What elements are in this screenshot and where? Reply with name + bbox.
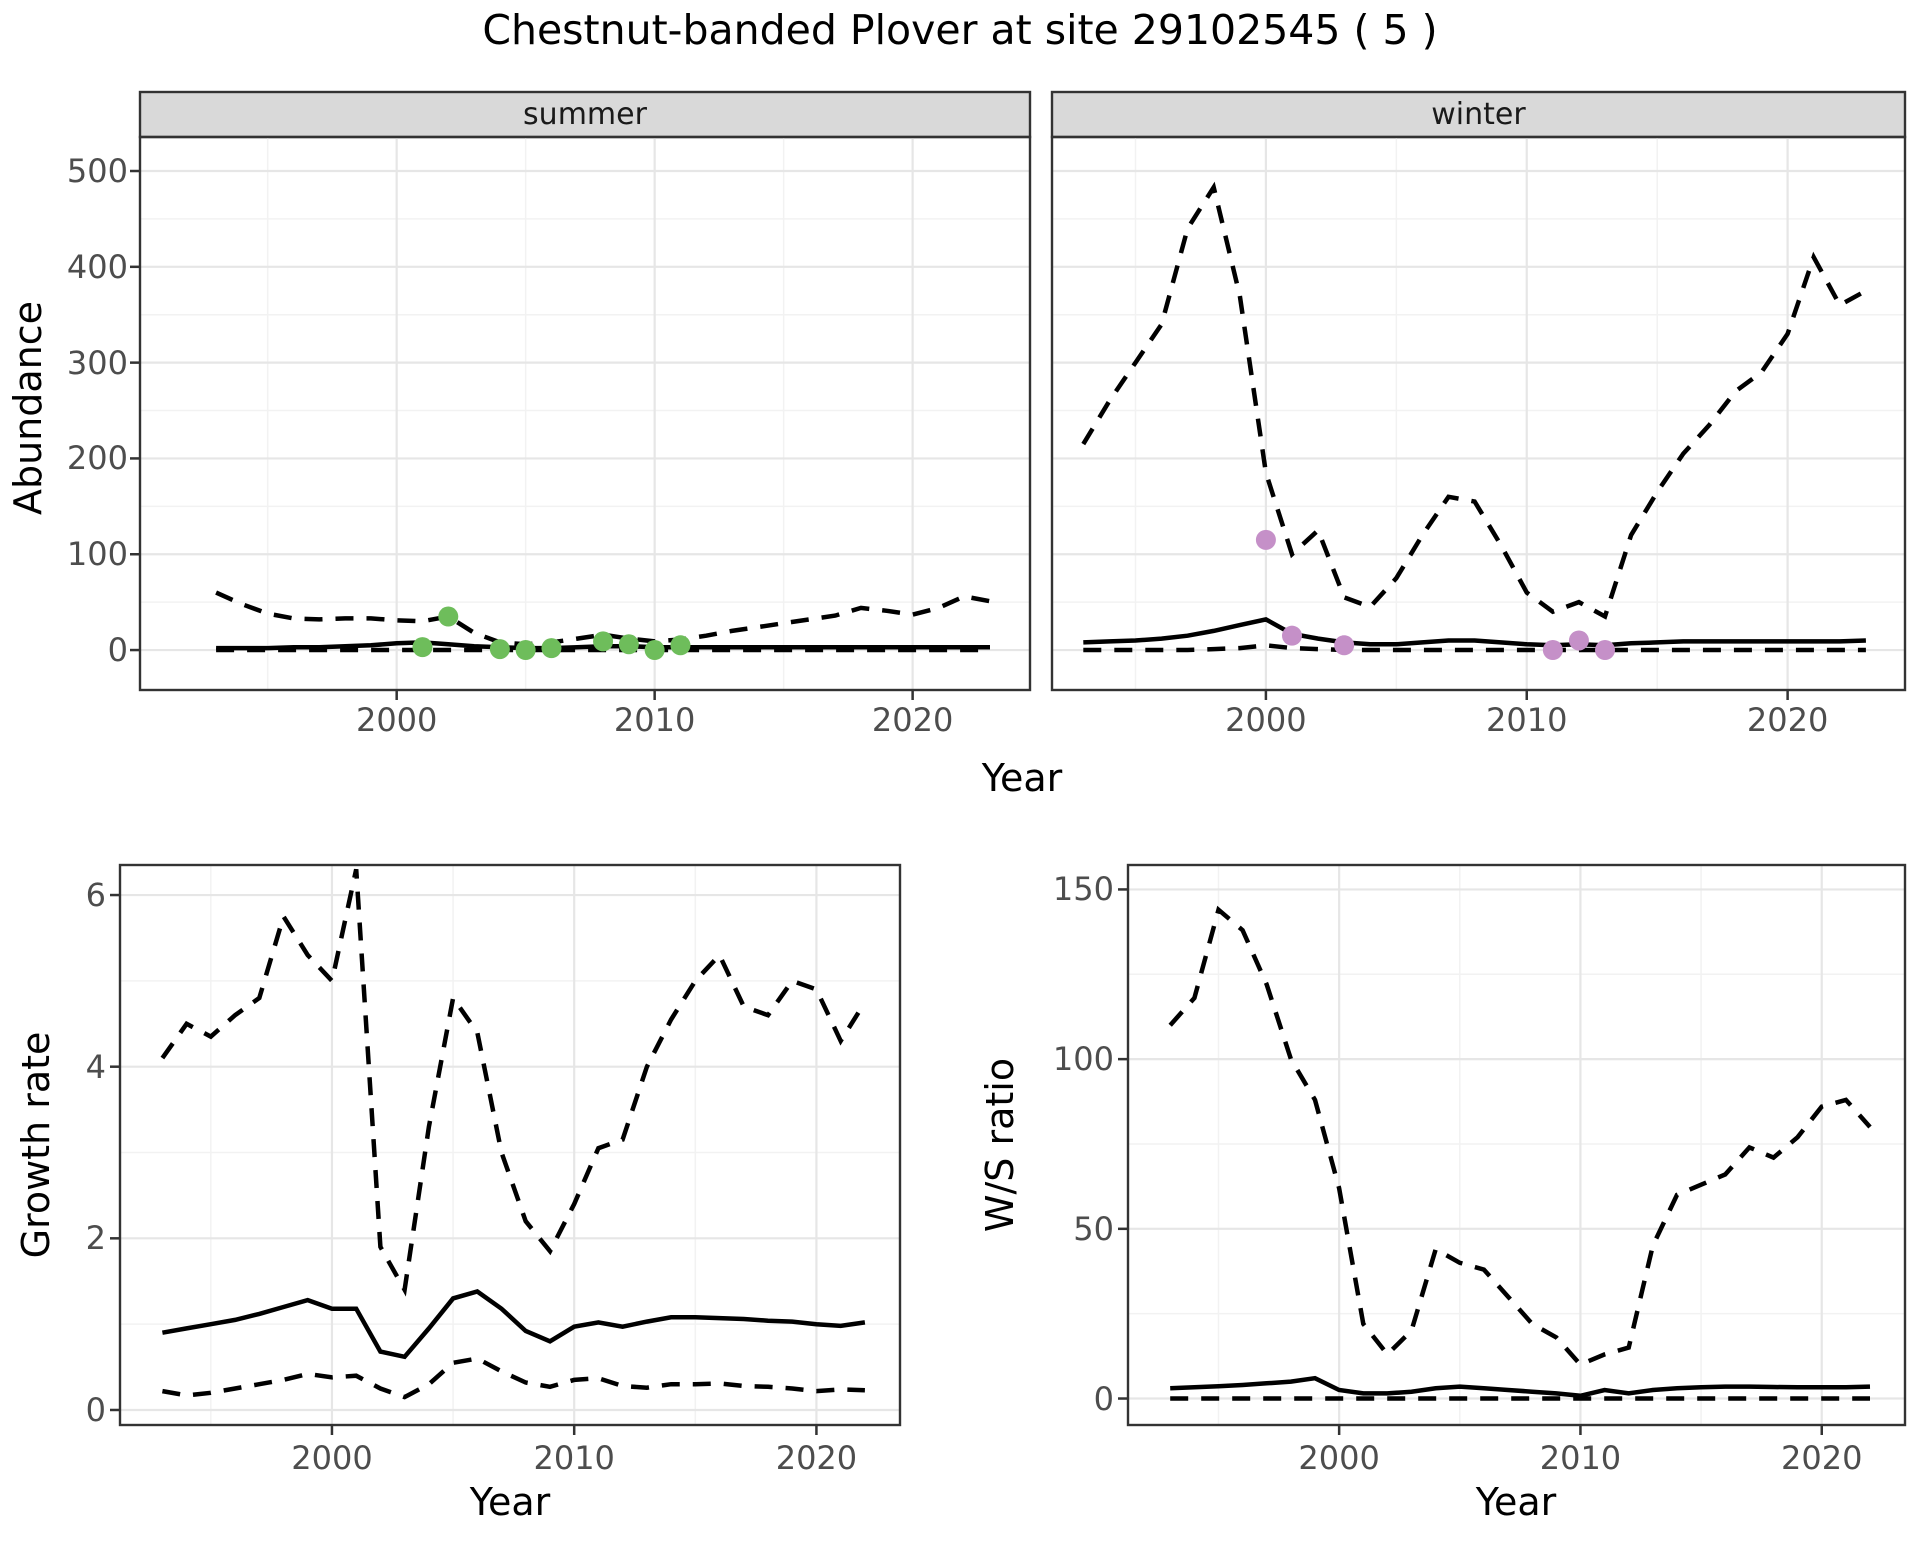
series-upper_ci-line xyxy=(160,868,867,1297)
y-tick-label: 6 xyxy=(85,876,106,915)
observed-count-point xyxy=(438,606,459,627)
y-axis-title-abundance: Abundance xyxy=(6,300,50,516)
y-tick-label: 500 xyxy=(66,152,128,190)
x-axis-title-year-ws: Year xyxy=(1475,1480,1557,1524)
x-tick-label: 2010 xyxy=(1539,1439,1622,1477)
series-upper_ci-line xyxy=(1081,181,1867,620)
observed-count-point xyxy=(412,637,433,658)
observed-count-point xyxy=(489,639,510,660)
series-lower_ci-line xyxy=(1083,643,1866,653)
series-median-line xyxy=(1083,617,1866,648)
panel-ws-ratio xyxy=(1118,863,1907,1435)
panel-border xyxy=(138,135,1032,692)
y-tick-label: 0 xyxy=(1093,1379,1114,1418)
panel-border xyxy=(1050,135,1907,692)
panel-border xyxy=(118,863,902,1427)
observed-count-point xyxy=(593,631,614,652)
observed-count-point xyxy=(515,640,536,661)
y-axis-title-ws-ratio: W/S ratio xyxy=(978,1057,1022,1233)
x-axis-title-year-growth: Year xyxy=(469,1480,551,1524)
y-tick-label: 0 xyxy=(107,631,128,670)
y-tick-label: 100 xyxy=(1052,1040,1114,1079)
facet-strip-winter-label: winter xyxy=(1431,97,1526,132)
panel-abundance-summer xyxy=(130,90,1032,700)
observed-count-point xyxy=(644,640,665,661)
facet-strip-box xyxy=(1050,90,1907,139)
panel-abundance-winter xyxy=(1050,90,1907,700)
x-tick-label: 2000 xyxy=(1298,1439,1380,1477)
series-median-line xyxy=(162,1289,866,1360)
facet-strip-winter: winter xyxy=(1052,92,1905,137)
series-lower_ci-line xyxy=(162,1356,865,1400)
series-upper_ci-line xyxy=(215,590,991,647)
panel-border xyxy=(1126,863,1907,1427)
observed-count-point xyxy=(670,635,691,656)
series-upper_ci-line xyxy=(1168,905,1872,1368)
x-tick-label: 2020 xyxy=(775,1439,858,1477)
observed-count-point xyxy=(1255,529,1276,550)
observed-count-point xyxy=(1542,640,1563,661)
facet-strip-summer: summer xyxy=(140,92,1030,137)
y-tick-label: 200 xyxy=(66,439,128,478)
x-tick-label: 2000 xyxy=(1225,701,1307,739)
x-tick-label: 2020 xyxy=(871,701,954,739)
y-tick-label: 50 xyxy=(1073,1209,1114,1248)
y-tick-label: 2 xyxy=(85,1219,106,1258)
observed-count-point xyxy=(1334,635,1355,656)
y-tick-label: 0 xyxy=(85,1390,106,1429)
x-tick-label: 2000 xyxy=(355,701,438,739)
x-tick-label: 2010 xyxy=(1486,701,1568,739)
panel-growth-rate xyxy=(110,863,902,1435)
x-tick-label: 2020 xyxy=(1781,1439,1863,1477)
y-tick-label: 100 xyxy=(66,535,128,574)
x-tick-label: 2010 xyxy=(533,1439,615,1477)
observed-count-point xyxy=(618,634,639,655)
series-median-line xyxy=(1170,1375,1871,1399)
x-tick-label: 2020 xyxy=(1746,701,1829,739)
y-tick-label: 150 xyxy=(1052,870,1114,909)
observed-count-point xyxy=(1595,640,1616,661)
observed-count-point xyxy=(1281,625,1302,646)
x-axis-title-year-top: Year xyxy=(981,756,1063,800)
plot-title: Chestnut-banded Plover at site 29102545 … xyxy=(482,6,1438,54)
observed-count-point xyxy=(1568,630,1589,651)
x-tick-label: 2000 xyxy=(291,1439,373,1477)
y-tick-label: 4 xyxy=(85,1047,106,1086)
facet-strip-box xyxy=(138,90,1032,139)
y-axis-title-growth-rate: Growth rate xyxy=(14,1031,58,1259)
facet-strip-summer-label: summer xyxy=(523,97,647,132)
y-tick-label: 300 xyxy=(66,343,128,382)
x-tick-label: 2010 xyxy=(613,701,696,739)
y-tick-label: 400 xyxy=(66,247,128,286)
observed-count-point xyxy=(541,638,562,659)
